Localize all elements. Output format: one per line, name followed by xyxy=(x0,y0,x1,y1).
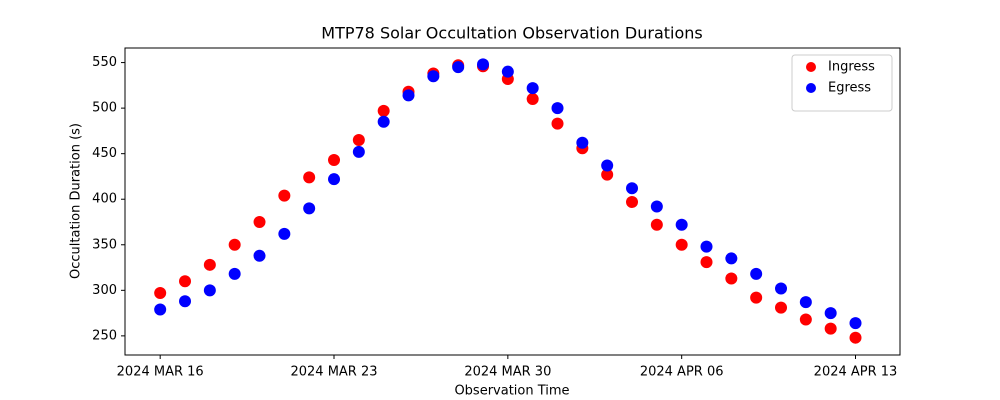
data-point xyxy=(179,275,192,288)
data-point xyxy=(799,296,812,309)
data-point xyxy=(626,195,639,208)
data-point xyxy=(576,136,589,149)
data-point xyxy=(824,307,837,320)
data-point xyxy=(526,82,539,95)
legend-label: Ingress xyxy=(828,60,875,75)
y-tick-label: 250 xyxy=(92,328,117,343)
data-point xyxy=(601,168,614,181)
x-tick-label: 2024 APR 13 xyxy=(814,365,898,380)
legend-frame xyxy=(791,54,893,112)
legend-marker xyxy=(806,83,816,93)
data-point xyxy=(352,145,365,158)
data-point xyxy=(278,227,291,240)
data-point xyxy=(725,272,738,285)
data-point xyxy=(154,303,167,316)
data-point xyxy=(551,102,564,115)
data-point xyxy=(477,58,490,71)
data-point xyxy=(551,117,564,130)
data-point xyxy=(725,252,738,265)
legend: Ingress Egress xyxy=(791,54,893,112)
data-point xyxy=(377,115,390,128)
data-point xyxy=(675,218,688,231)
data-point xyxy=(328,173,341,186)
data-point xyxy=(427,70,440,83)
y-axis-label: Occultation Duration (s) xyxy=(69,123,84,279)
data-point xyxy=(377,104,390,117)
data-point xyxy=(228,267,241,280)
y-tick-label: 550 xyxy=(92,55,117,70)
data-point xyxy=(700,240,713,253)
legend-marker xyxy=(806,62,816,72)
data-point xyxy=(203,258,216,271)
data-point xyxy=(700,256,713,269)
data-point xyxy=(303,171,316,184)
data-point xyxy=(626,182,639,195)
data-point xyxy=(650,218,663,231)
data-point xyxy=(303,202,316,215)
data-point xyxy=(849,331,862,344)
data-point xyxy=(750,291,763,304)
y-tick-label: 400 xyxy=(92,192,117,207)
data-point xyxy=(253,215,266,228)
data-point xyxy=(601,159,614,172)
data-point xyxy=(824,322,837,335)
data-point xyxy=(501,65,514,78)
x-tick-label: 2024 MAR 16 xyxy=(117,365,204,380)
data-point xyxy=(775,282,788,295)
x-tick-label: 2024 MAR 30 xyxy=(464,365,551,380)
axes-frame xyxy=(124,47,901,356)
y-tick-label: 450 xyxy=(92,146,117,161)
legend-label: Egress xyxy=(828,81,871,96)
data-point xyxy=(526,93,539,106)
data-point xyxy=(179,295,192,308)
data-point xyxy=(228,238,241,251)
data-point xyxy=(328,154,341,167)
data-point xyxy=(775,301,788,314)
y-tick-label: 300 xyxy=(92,283,117,298)
data-point xyxy=(352,134,365,147)
data-point xyxy=(452,61,465,74)
x-tick-label: 2024 MAR 23 xyxy=(290,365,377,380)
x-tick-label: 2024 APR 06 xyxy=(640,365,724,380)
data-point xyxy=(750,267,763,280)
chart-title: MTP78 Solar Occultation Observation Dura… xyxy=(321,24,702,43)
data-point xyxy=(675,238,688,251)
data-point xyxy=(278,189,291,202)
y-tick-label: 500 xyxy=(92,101,117,116)
x-axis-label: Observation Time xyxy=(454,384,569,399)
data-point xyxy=(849,317,862,330)
y-tick-label: 350 xyxy=(92,237,117,252)
data-point xyxy=(203,284,216,297)
data-point xyxy=(253,249,266,262)
data-point xyxy=(799,313,812,326)
data-point xyxy=(650,200,663,213)
data-point xyxy=(154,287,167,300)
data-point xyxy=(402,89,415,102)
